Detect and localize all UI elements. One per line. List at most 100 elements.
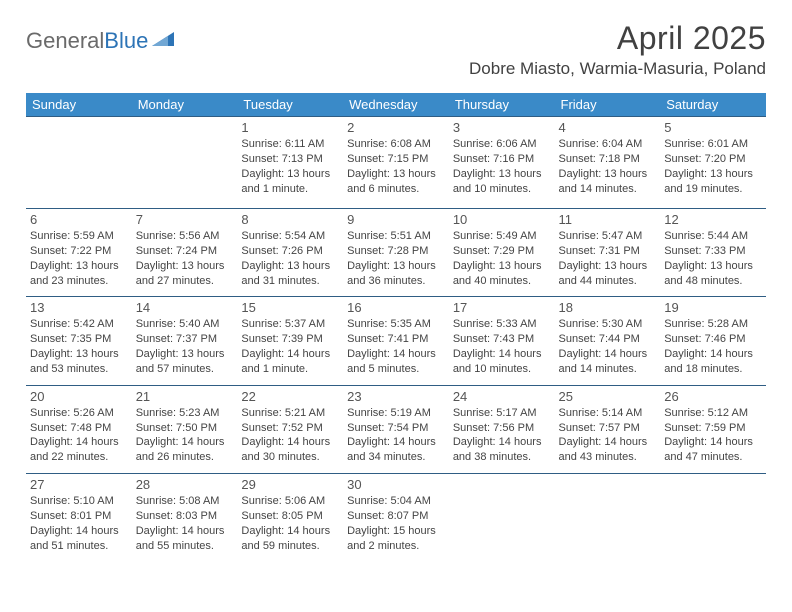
- day-info: Sunrise: 6:04 AMSunset: 7:18 PMDaylight:…: [559, 137, 657, 196]
- day-number: 13: [30, 300, 128, 315]
- day-info: Sunrise: 5:54 AMSunset: 7:26 PMDaylight:…: [241, 229, 339, 288]
- day-cell: 12 Sunrise: 5:44 AMSunset: 7:33 PMDayligh…: [660, 209, 766, 297]
- day-cell: 8Sunrise: 5:54 AMSunset: 7:26 PMDaylight…: [237, 209, 343, 297]
- day-number: 19: [664, 300, 762, 315]
- day-header: Tuesday: [237, 93, 343, 117]
- day-info: Sunrise: 5:56 AMSunset: 7:24 PMDaylight:…: [136, 229, 234, 288]
- day-cell: 11 Sunrise: 5:47 AMSunset: 7:31 PMDayligh…: [555, 209, 661, 297]
- day-info: Sunrise: 5:44 AMSunset: 7:33 PMDaylight:…: [664, 229, 762, 288]
- empty-cell: [26, 117, 132, 209]
- day-info: Sunrise: 5:06 AMSunset: 8:05 PMDaylight:…: [241, 494, 339, 553]
- day-info: Sunrise: 5:21 AMSunset: 7:52 PMDaylight:…: [241, 406, 339, 465]
- day-number: 4: [559, 120, 657, 135]
- day-number: 14: [136, 300, 234, 315]
- day-number: 20: [30, 389, 128, 404]
- calendar-body: 1 Sunrise: 6:11 AMSunset: 7:13 PMDaylight…: [26, 117, 766, 562]
- day-info: Sunrise: 5:26 AMSunset: 7:48 PMDaylight:…: [30, 406, 128, 465]
- title-block: April 2025 Dobre Miasto, Warmia-Masuria,…: [469, 20, 766, 79]
- day-info: Sunrise: 5:30 AMSunset: 7:44 PMDaylight:…: [559, 317, 657, 376]
- week-row: 13 Sunrise: 5:42 AMSunset: 7:35 PMDayligh…: [26, 297, 766, 385]
- day-cell: 16Sunrise: 5:35 AMSunset: 7:41 PMDayligh…: [343, 297, 449, 385]
- day-info: Sunrise: 5:33 AMSunset: 7:43 PMDaylight:…: [453, 317, 551, 376]
- day-number: 27: [30, 477, 128, 492]
- day-cell: 14 Sunrise: 5:40 AMSunset: 7:37 PMDayligh…: [132, 297, 238, 385]
- calendar-table: SundayMondayTuesdayWednesdayThursdayFrid…: [26, 93, 766, 562]
- day-number: 10: [453, 212, 551, 227]
- day-info: Sunrise: 5:37 AMSunset: 7:39 PMDaylight:…: [241, 317, 339, 376]
- empty-cell: [132, 117, 238, 209]
- day-info: Sunrise: 5:42 AMSunset: 7:35 PMDaylight:…: [30, 317, 128, 376]
- location: Dobre Miasto, Warmia-Masuria, Poland: [469, 59, 766, 79]
- day-cell: 28 Sunrise: 5:08 AMSunset: 8:03 PMDayligh…: [132, 474, 238, 562]
- day-number: 22: [241, 389, 339, 404]
- day-cell: 17 Sunrise: 5:33 AMSunset: 7:43 PMDayligh…: [449, 297, 555, 385]
- week-row: 20 Sunrise: 5:26 AMSunset: 7:48 PMDayligh…: [26, 385, 766, 473]
- day-cell: 9 Sunrise: 5:51 AMSunset: 7:28 PMDaylight…: [343, 209, 449, 297]
- day-header: Thursday: [449, 93, 555, 117]
- day-info: Sunrise: 6:06 AMSunset: 7:16 PMDaylight:…: [453, 137, 551, 196]
- day-header-row: SundayMondayTuesdayWednesdayThursdayFrid…: [26, 93, 766, 117]
- day-number: 2: [347, 120, 445, 135]
- day-number: 1: [241, 120, 339, 135]
- day-header: Wednesday: [343, 93, 449, 117]
- day-number: 23: [347, 389, 445, 404]
- day-number: 21: [136, 389, 234, 404]
- calendar-page: GeneralBlue April 2025 Dobre Miasto, War…: [0, 0, 792, 582]
- week-row: 27 Sunrise: 5:10 AMSunset: 8:01 PMDayligh…: [26, 474, 766, 562]
- day-info: Sunrise: 5:23 AMSunset: 7:50 PMDaylight:…: [136, 406, 234, 465]
- day-cell: 21 Sunrise: 5:23 AMSunset: 7:50 PMDayligh…: [132, 385, 238, 473]
- day-cell: 13 Sunrise: 5:42 AMSunset: 7:35 PMDayligh…: [26, 297, 132, 385]
- day-cell: 18 Sunrise: 5:30 AMSunset: 7:44 PMDayligh…: [555, 297, 661, 385]
- day-info: Sunrise: 5:47 AMSunset: 7:31 PMDaylight:…: [559, 229, 657, 288]
- day-number: 28: [136, 477, 234, 492]
- day-number: 17: [453, 300, 551, 315]
- day-number: 15: [241, 300, 339, 315]
- day-number: 26: [664, 389, 762, 404]
- day-cell: 26Sunrise: 5:12 AMSunset: 7:59 PMDayligh…: [660, 385, 766, 473]
- day-cell: 2 Sunrise: 6:08 AMSunset: 7:15 PMDaylight…: [343, 117, 449, 209]
- day-info: Sunrise: 5:08 AMSunset: 8:03 PMDaylight:…: [136, 494, 234, 553]
- day-cell: 10 Sunrise: 5:49 AMSunset: 7:29 PMDayligh…: [449, 209, 555, 297]
- empty-cell: [449, 474, 555, 562]
- day-info: Sunrise: 5:35 AMSunset: 7:41 PMDaylight:…: [347, 317, 445, 376]
- day-number: 11: [559, 212, 657, 227]
- day-header: Friday: [555, 93, 661, 117]
- day-cell: 4 Sunrise: 6:04 AMSunset: 7:18 PMDaylight…: [555, 117, 661, 209]
- day-number: 30: [347, 477, 445, 492]
- day-info: Sunrise: 5:19 AMSunset: 7:54 PMDaylight:…: [347, 406, 445, 465]
- week-row: 6Sunrise: 5:59 AMSunset: 7:22 PMDaylight…: [26, 209, 766, 297]
- day-header: Monday: [132, 93, 238, 117]
- day-number: 9: [347, 212, 445, 227]
- logo-text: GeneralBlue: [26, 28, 148, 54]
- logo-triangle-icon: [152, 30, 174, 53]
- day-cell: 25Sunrise: 5:14 AMSunset: 7:57 PMDayligh…: [555, 385, 661, 473]
- day-cell: 7 Sunrise: 5:56 AMSunset: 7:24 PMDaylight…: [132, 209, 238, 297]
- day-info: Sunrise: 6:01 AMSunset: 7:20 PMDaylight:…: [664, 137, 762, 196]
- day-number: 25: [559, 389, 657, 404]
- day-info: Sunrise: 6:11 AMSunset: 7:13 PMDaylight:…: [241, 137, 339, 196]
- day-info: Sunrise: 5:40 AMSunset: 7:37 PMDaylight:…: [136, 317, 234, 376]
- header: GeneralBlue April 2025 Dobre Miasto, War…: [26, 20, 766, 79]
- day-cell: 1 Sunrise: 6:11 AMSunset: 7:13 PMDaylight…: [237, 117, 343, 209]
- day-info: Sunrise: 6:08 AMSunset: 7:15 PMDaylight:…: [347, 137, 445, 196]
- day-cell: 20 Sunrise: 5:26 AMSunset: 7:48 PMDayligh…: [26, 385, 132, 473]
- day-info: Sunrise: 5:10 AMSunset: 8:01 PMDaylight:…: [30, 494, 128, 553]
- day-number: 12: [664, 212, 762, 227]
- day-number: 18: [559, 300, 657, 315]
- day-cell: 15 Sunrise: 5:37 AMSunset: 7:39 PMDayligh…: [237, 297, 343, 385]
- day-number: 6: [30, 212, 128, 227]
- day-number: 7: [136, 212, 234, 227]
- day-cell: 22 Sunrise: 5:21 AMSunset: 7:52 PMDayligh…: [237, 385, 343, 473]
- logo: GeneralBlue: [26, 28, 174, 54]
- day-cell: 6Sunrise: 5:59 AMSunset: 7:22 PMDaylight…: [26, 209, 132, 297]
- day-header: Saturday: [660, 93, 766, 117]
- empty-cell: [660, 474, 766, 562]
- day-cell: 19Sunrise: 5:28 AMSunset: 7:46 PMDayligh…: [660, 297, 766, 385]
- month-title: April 2025: [469, 20, 766, 57]
- week-row: 1 Sunrise: 6:11 AMSunset: 7:13 PMDaylight…: [26, 117, 766, 209]
- logo-word-2: Blue: [104, 28, 148, 53]
- day-info: Sunrise: 5:51 AMSunset: 7:28 PMDaylight:…: [347, 229, 445, 288]
- day-info: Sunrise: 5:17 AMSunset: 7:56 PMDaylight:…: [453, 406, 551, 465]
- day-number: 29: [241, 477, 339, 492]
- day-info: Sunrise: 5:49 AMSunset: 7:29 PMDaylight:…: [453, 229, 551, 288]
